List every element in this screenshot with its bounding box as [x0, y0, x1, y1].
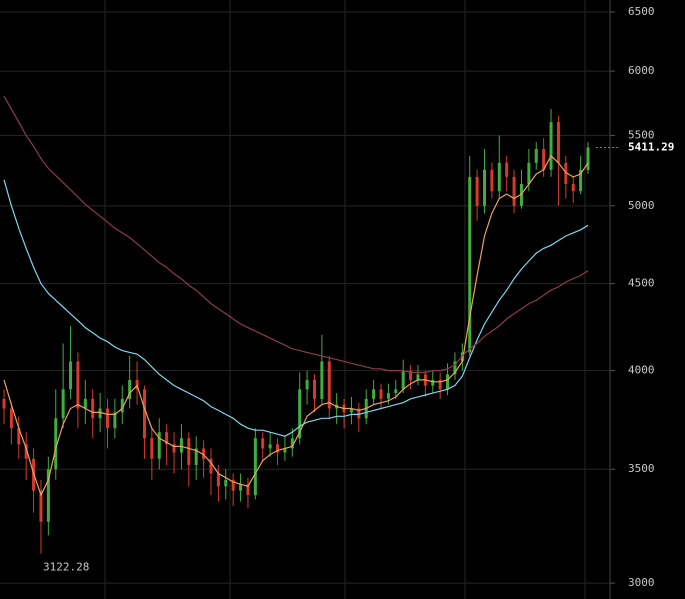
candle-body	[128, 379, 132, 399]
candle-body	[468, 176, 472, 353]
candle-body	[556, 122, 560, 163]
candle-body	[512, 176, 516, 206]
candle-body	[83, 398, 87, 409]
candle-body	[409, 370, 413, 380]
candle-body	[312, 379, 316, 399]
candle-body	[9, 408, 13, 429]
candle-body	[17, 428, 21, 445]
candle-body	[216, 473, 220, 487]
candle-body	[542, 148, 546, 170]
candle-body	[386, 393, 390, 399]
y-tick-label: 5500	[628, 128, 655, 141]
candle-body	[91, 398, 95, 419]
candle-body	[135, 379, 139, 390]
candle-body	[579, 169, 583, 192]
candle-body	[179, 438, 183, 453]
candle-body	[320, 361, 324, 399]
low-label: 3122.28	[43, 561, 89, 574]
y-tick-label: 5000	[628, 199, 655, 212]
candle-body	[534, 148, 538, 163]
candle-body	[209, 458, 213, 474]
candle-body	[172, 444, 176, 453]
candle-body	[39, 490, 43, 522]
candle-body	[438, 379, 442, 390]
candle-body	[305, 379, 309, 390]
candle-body	[150, 438, 154, 459]
candle-body	[54, 418, 58, 470]
candle-body	[283, 448, 287, 453]
candle-body	[69, 361, 73, 390]
y-tick-label: 4500	[628, 277, 655, 290]
moving-average	[3, 154, 589, 497]
candle-body	[349, 408, 353, 413]
candle-body	[401, 370, 405, 390]
candle-body	[120, 398, 124, 413]
candle-body	[268, 444, 272, 449]
candle-body	[290, 438, 294, 449]
candle-body	[475, 176, 479, 206]
candle-body	[253, 438, 257, 495]
candle-body	[61, 389, 65, 419]
candle-body	[76, 361, 80, 409]
candle-body	[549, 122, 553, 170]
candle-body	[483, 169, 487, 206]
candle-body	[239, 484, 243, 491]
candle-body	[357, 408, 361, 419]
candle-body	[431, 379, 435, 386]
candle-body	[505, 162, 509, 177]
candle-body	[453, 361, 457, 375]
y-tick-label: 4000	[628, 364, 655, 377]
candle-body	[157, 432, 161, 459]
y-tick-label: 3500	[628, 462, 655, 475]
candle-body	[564, 162, 568, 184]
candle-body	[46, 469, 50, 522]
candle-body	[246, 484, 250, 495]
candle-body	[379, 389, 383, 399]
time-grid	[104, 0, 586, 599]
candle-body	[571, 183, 575, 192]
y-tick-label: 3000	[628, 576, 655, 589]
y-tick-label: 6500	[628, 5, 655, 18]
candle-body	[586, 147, 590, 170]
candle-body	[142, 389, 146, 439]
candle-body	[113, 412, 117, 429]
last-price-label: 5411.29	[628, 140, 674, 153]
candle-body	[224, 479, 228, 487]
candle-body	[394, 389, 398, 394]
candle-body	[231, 479, 235, 491]
candle-body	[2, 398, 6, 409]
candle-body	[261, 438, 265, 449]
candle-body	[497, 162, 501, 192]
candle-body	[105, 408, 109, 429]
candle-body	[98, 408, 102, 419]
candle-body	[202, 448, 206, 459]
candle-body	[187, 438, 191, 466]
candle-body	[490, 169, 494, 192]
candle-body	[372, 389, 376, 399]
candle-body	[519, 183, 523, 206]
candle-body	[446, 374, 450, 390]
candle-body	[165, 432, 169, 445]
candle-body	[276, 444, 280, 453]
candle-body	[416, 374, 420, 380]
moving-average	[3, 179, 589, 437]
candle-body	[527, 162, 531, 184]
candle-body	[298, 389, 302, 439]
candle-body	[24, 444, 28, 459]
candle-body	[194, 448, 198, 466]
moving-average	[3, 95, 589, 374]
candle-body	[327, 361, 331, 409]
y-tick-label: 6000	[628, 64, 655, 77]
